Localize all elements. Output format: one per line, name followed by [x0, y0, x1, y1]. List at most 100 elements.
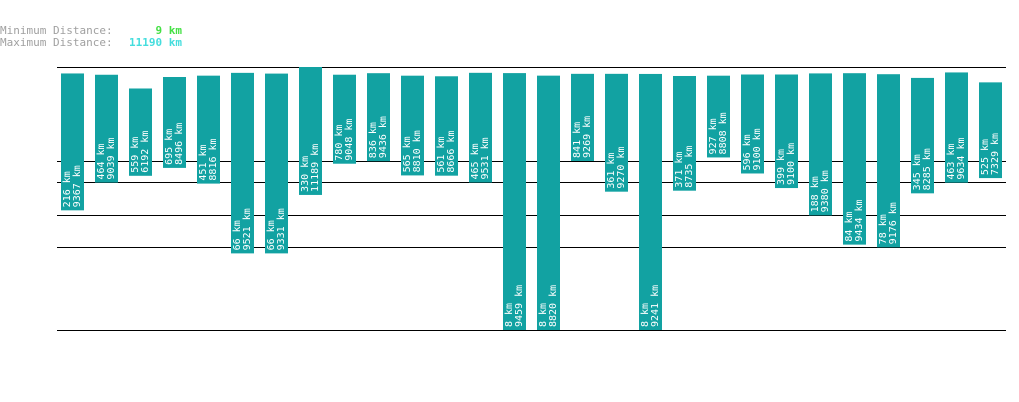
- bar-group: 464 km 9039 km: [95, 74, 118, 183]
- bar-max-label: 9048 km: [344, 119, 355, 161]
- distance-bar: [877, 74, 900, 248]
- bar-group: 66 km 9331 km: [265, 73, 288, 254]
- bar-min-label: 927 km: [708, 118, 719, 154]
- bar-group: 84 km 9434 km: [843, 73, 866, 245]
- distance-bar: [537, 75, 560, 331]
- bar-min-label: 559 km: [130, 137, 141, 173]
- distance-bar: [265, 73, 288, 254]
- distance-bar: [61, 73, 84, 211]
- distance-bar: [945, 72, 968, 183]
- bar-max-label: 9176 km: [888, 202, 899, 244]
- bar-max-label: 8816 km: [208, 138, 219, 180]
- bar-max-label: 7329 km: [990, 133, 1001, 175]
- bar-min-label: 78 km: [878, 214, 889, 244]
- distance-bar: [469, 72, 492, 183]
- bar-max-label: 9039 km: [106, 137, 117, 179]
- bar-max-label: 9367 km: [72, 165, 83, 207]
- bar-group: 330 km 11189 km: [299, 67, 322, 195]
- bar-max-label: 8496 km: [174, 123, 185, 165]
- bar-group: 463 km 9634 km: [945, 72, 968, 183]
- distance-bar: [571, 73, 594, 161]
- bar-max-label: 9270 km: [616, 147, 627, 189]
- bar-group: 841 km 9269 km: [571, 73, 594, 161]
- maximum-distance-value: 11190 km: [129, 36, 182, 49]
- distance-bar: [639, 73, 662, 330]
- bar-max-label: 9634 km: [956, 137, 967, 179]
- bar-max-label: 9434 km: [854, 199, 865, 241]
- bar-min-label: 371 km: [674, 152, 685, 188]
- distance-bar: [605, 73, 628, 192]
- bar-group: 695 km 8496 km: [163, 77, 186, 168]
- distance-bar: [129, 88, 152, 176]
- distance-bar: [435, 76, 458, 176]
- distance-bar: [163, 77, 186, 168]
- bar-max-label: 9521 km: [242, 208, 253, 250]
- bar-max-label: 9100 km: [786, 143, 797, 185]
- bar-min-label: 465 km: [470, 143, 481, 179]
- bar-min-label: 361 km: [606, 153, 617, 189]
- bar-group: 345 km 8285 km: [911, 77, 934, 194]
- bar-group: 8 km 8820 km: [537, 75, 560, 331]
- bar-min-label: 525 km: [980, 139, 991, 175]
- distance-bar: [95, 74, 118, 183]
- distance-bar: [299, 67, 322, 195]
- distance-bar: [775, 74, 798, 189]
- bar-min-label: 188 km: [810, 176, 821, 212]
- bar-group: 66 km 9521 km: [231, 72, 254, 254]
- bar-min-label: 596 km: [742, 134, 753, 170]
- bar-min-label: 841 km: [572, 122, 583, 158]
- bar-max-label: 8810 km: [412, 130, 423, 172]
- bar-group: 559 km 6192 km: [129, 88, 152, 176]
- bar-group: 780 km 9048 km: [333, 74, 356, 164]
- minimum-distance-label: Minimum Distance:: [0, 24, 113, 37]
- minimum-distance-row: Minimum Distance: 9 km: [0, 25, 182, 37]
- bar-group: 836 km 9436 km: [367, 73, 390, 162]
- bar-max-label: 9380 km: [820, 170, 831, 212]
- bar-min-label: 345 km: [912, 154, 923, 190]
- bar-max-label: 8666 km: [446, 131, 457, 173]
- bar-min-label: 8 km: [640, 303, 651, 327]
- distance-bar: [503, 73, 526, 331]
- bar-min-label: 8 km: [504, 303, 515, 327]
- bar-group: 451 km 8816 km: [197, 75, 220, 184]
- distance-bar: [911, 77, 934, 194]
- bar-max-label: 8808 km: [718, 112, 729, 154]
- bar-min-label: 561 km: [436, 137, 447, 173]
- bar-max-label: 9331 km: [276, 208, 287, 250]
- distance-bar: [197, 75, 220, 184]
- maximum-distance-row: Maximum Distance: 11190 km: [0, 37, 182, 49]
- bar-group: 525 km 7329 km: [979, 82, 1002, 179]
- bar-min-label: 399 km: [776, 149, 787, 185]
- bars-group: 216 km 9367 km 464 km 9039 km 559 km 6192 km 6…: [61, 67, 1002, 331]
- minimum-distance-value: 9 km: [155, 24, 183, 37]
- bar-min-label: 84 km: [844, 212, 855, 242]
- bar-min-label: 66 km: [266, 220, 277, 250]
- distance-bar: [367, 73, 390, 162]
- bar-min-label: 464 km: [96, 143, 107, 179]
- bar-group: 927 km 8808 km: [707, 75, 730, 158]
- bar-group: 565 km 8810 km: [401, 75, 424, 176]
- maximum-distance-label: Maximum Distance:: [0, 36, 113, 49]
- bar-min-label: 565 km: [402, 136, 413, 172]
- distance-bar: [809, 73, 832, 216]
- bar-min-label: 463 km: [946, 144, 957, 180]
- bar-min-label: 330 km: [300, 156, 311, 192]
- bar-group: 216 km 9367 km: [61, 73, 84, 211]
- bar-min-label: 451 km: [198, 144, 209, 180]
- distance-bar: [401, 75, 424, 176]
- bar-group: 465 km 9531 km: [469, 72, 492, 183]
- bar-group: 596 km 9100 km: [741, 74, 764, 174]
- bar-max-label: 11189 km: [310, 144, 321, 192]
- bar-min-label: 66 km: [232, 220, 243, 250]
- bar-min-label: 8 km: [538, 303, 549, 327]
- bar-group: 78 km 9176 km: [877, 74, 900, 248]
- bar-group: 8 km 9459 km: [503, 73, 526, 331]
- distance-summary: Minimum Distance: 9 km Maximum Distance: 1…: [0, 25, 182, 49]
- distance-bar: [673, 75, 696, 191]
- bar-min-label: 216 km: [62, 171, 73, 207]
- bar-max-label: 9436 km: [378, 116, 389, 158]
- bar-max-label: 9269 km: [582, 116, 593, 158]
- distance-bar: [979, 82, 1002, 179]
- bar-min-label: 695 km: [164, 129, 175, 165]
